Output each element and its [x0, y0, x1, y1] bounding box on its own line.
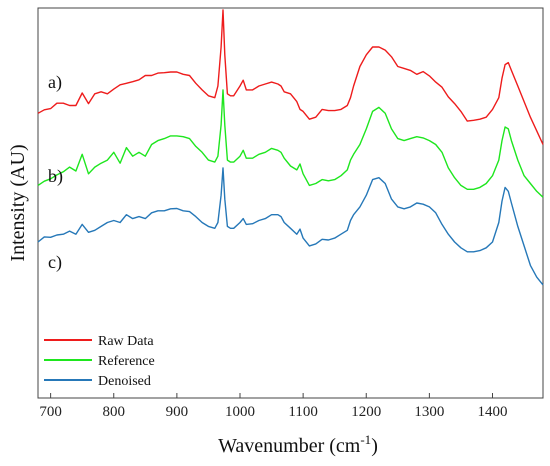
panel-label: b) — [48, 166, 63, 187]
panel-label: c) — [48, 252, 62, 273]
x-tick-label: 1400 — [478, 404, 508, 420]
y-axis-title: Intensity (AU) — [7, 144, 29, 261]
legend-entry: Reference — [98, 354, 155, 369]
x-tick-label: 700 — [39, 404, 62, 420]
plot-area — [37, 7, 544, 399]
panel-labels: a) b) c) — [48, 72, 63, 273]
x-tick-label: 900 — [166, 404, 189, 420]
x-tick-label: 1300 — [414, 404, 444, 420]
x-tick-label: 1000 — [225, 404, 255, 420]
series-line-denoised — [37, 167, 544, 286]
series-line-reference — [37, 89, 544, 198]
x-tick-label: 1200 — [351, 404, 381, 420]
series-line-raw-data — [37, 9, 544, 145]
legend-entry: Raw Data — [98, 334, 154, 349]
panel-label: a) — [48, 72, 62, 93]
x-axis-title-close: ) — [371, 435, 378, 457]
x-tick-label: 800 — [103, 404, 126, 420]
legend-entry: Denoised — [98, 374, 151, 389]
x-tick-label: 1100 — [288, 404, 317, 420]
x-axis-title-superscript: -1 — [360, 432, 371, 447]
x-axis-title-main: Wavenumber (cm — [218, 435, 361, 457]
legend: Raw Data Reference Denoised — [44, 334, 155, 389]
x-axis: 700 800 900 1000 1100 1200 1300 1400 — [39, 393, 508, 420]
x-axis-title: Wavenumber (cm-1) — [218, 432, 378, 457]
plot-frame — [37, 7, 544, 399]
